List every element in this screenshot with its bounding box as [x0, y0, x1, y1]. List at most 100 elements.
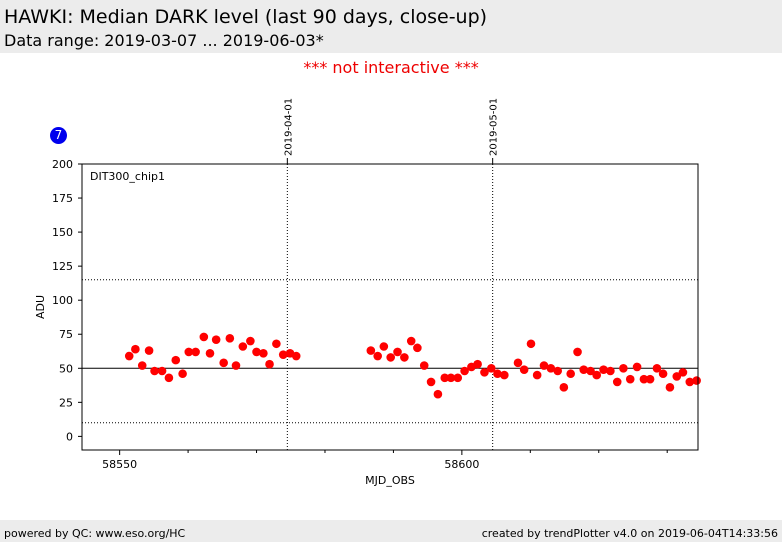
data-point — [652, 363, 662, 373]
data-point — [539, 361, 549, 370]
data-point — [291, 351, 301, 361]
data-point — [379, 342, 389, 351]
data-point — [612, 377, 622, 387]
x-axis-label: MJD_OBS — [365, 474, 415, 487]
data-point — [265, 359, 274, 369]
data-point — [553, 366, 562, 376]
data-point — [665, 383, 675, 392]
data-point — [373, 351, 382, 361]
created-by-credit: created by trendPlotter v4.0 on 2019-06-… — [481, 527, 778, 540]
data-point — [500, 370, 509, 380]
data-point — [131, 344, 140, 354]
data-point — [184, 347, 194, 357]
data-point — [191, 347, 200, 357]
y-tick-label: 150 — [52, 226, 73, 239]
data-point — [658, 369, 668, 379]
y-tick-label: 25 — [59, 396, 73, 409]
data-point — [419, 361, 429, 370]
data-point — [566, 369, 575, 379]
data-point — [413, 343, 422, 353]
data-point — [606, 366, 615, 376]
x-tick-label: 58550 — [102, 458, 137, 471]
data-point — [150, 366, 159, 376]
data-point — [272, 339, 281, 349]
y-tick-label: 0 — [66, 430, 73, 443]
data-point — [672, 372, 682, 381]
axes: 0 25 50 75 100 125 150 175 200 58550 58600 — [52, 158, 668, 471]
data-point — [124, 351, 134, 361]
data-point — [573, 347, 582, 357]
data-point — [205, 349, 215, 358]
data-point — [433, 389, 443, 399]
date-markers: 2019-04-01 2019-05-01 — [283, 98, 500, 450]
data-point — [692, 376, 701, 385]
powered-by-credit: powered by QC: www.eso.org/HC — [4, 527, 186, 540]
data-point — [685, 377, 695, 387]
data-point — [446, 373, 456, 383]
data-point — [406, 336, 416, 346]
data-point — [171, 355, 181, 365]
panel-label: DIT300_chip1 — [90, 170, 165, 183]
y-axis-label: ADU — [34, 295, 47, 319]
data-point — [592, 370, 602, 380]
data-point — [246, 336, 255, 346]
data-point — [278, 350, 288, 359]
data-point — [157, 366, 167, 376]
data-point — [231, 361, 241, 370]
data-point — [493, 369, 502, 379]
y-tick-label: 175 — [52, 192, 73, 205]
data-point — [532, 370, 542, 380]
data-point — [137, 361, 147, 370]
y-tick-label: 100 — [52, 294, 73, 307]
data-point — [559, 383, 569, 392]
data-point — [619, 363, 628, 373]
x-tick-label: 58600 — [444, 458, 479, 471]
data-point — [473, 359, 482, 369]
data-point — [645, 374, 655, 384]
y-tick-label: 75 — [59, 328, 73, 341]
data-point — [440, 373, 450, 383]
data-point — [393, 347, 402, 357]
data-point — [259, 349, 268, 358]
data-point — [639, 374, 649, 384]
data-point — [526, 339, 536, 349]
data-point — [632, 362, 642, 372]
page-footer: powered by QC: www.eso.org/HC created by… — [0, 520, 782, 542]
y-tick-label: 125 — [52, 260, 73, 273]
data-point — [178, 369, 187, 379]
data-point — [460, 366, 469, 376]
not-interactive-notice: *** not interactive *** — [303, 58, 479, 77]
data-point — [513, 358, 523, 368]
data-point — [386, 353, 395, 362]
y-tick-label: 200 — [52, 158, 73, 171]
data-point — [625, 374, 635, 384]
data-point — [238, 342, 248, 351]
reference-lines — [82, 279, 698, 424]
data-point — [480, 368, 489, 377]
data-point — [366, 346, 376, 355]
data-point — [400, 353, 409, 362]
data-point — [144, 346, 154, 355]
data-point — [486, 363, 496, 373]
counter-badge: 7 — [50, 127, 67, 144]
data-point — [546, 363, 556, 373]
page-title: HAWKI: Median DARK level (last 90 days, … — [4, 6, 488, 28]
data-point — [453, 373, 463, 383]
data-point — [426, 377, 436, 387]
data-point — [579, 365, 588, 374]
data-point — [164, 373, 174, 383]
data-range-subtitle: Data range: 2019-03-07 ... 2019-06-03* — [4, 31, 324, 50]
page-header: HAWKI: Median DARK level (last 90 days, … — [0, 0, 782, 53]
data-point — [211, 335, 221, 344]
date-marker-label: 2019-05-01 — [489, 98, 500, 156]
data-points — [124, 332, 701, 399]
data-point — [599, 365, 608, 374]
data-point — [586, 366, 595, 376]
data-point — [199, 332, 209, 342]
data-point — [252, 347, 261, 357]
date-marker-label: 2019-04-01 — [283, 98, 294, 156]
data-point — [219, 358, 228, 368]
data-point — [519, 365, 529, 374]
data-point — [678, 368, 688, 377]
